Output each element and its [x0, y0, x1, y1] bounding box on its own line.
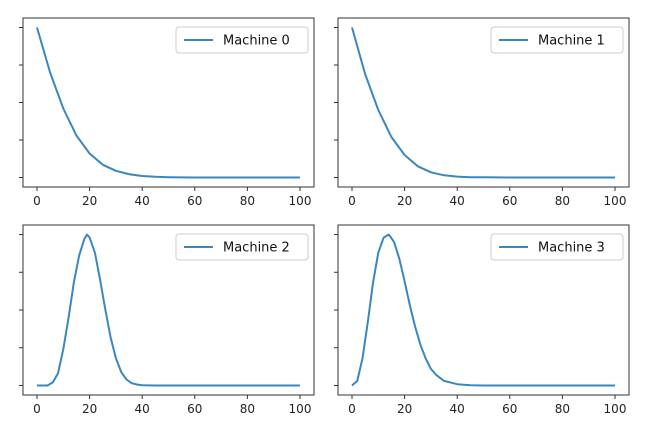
subplot-1: 0 20 40 60 80 100 Machine 1 [334, 17, 630, 208]
subplot-0: 0 20 40 60 80 100 Machine 0 [19, 17, 315, 208]
legend-label: Machine 2 [223, 241, 290, 256]
legend: Machine 0 [175, 26, 309, 54]
x-tick-label: 100 [604, 194, 627, 208]
legend-label: Machine 1 [538, 34, 605, 49]
x-tick-label: 80 [555, 402, 570, 416]
legend-box [175, 233, 309, 261]
legend: Machine 1 [490, 26, 624, 54]
subplot-2: 0 20 40 60 80 100 Machine 2 [19, 224, 315, 416]
x-tick-label: 40 [135, 194, 150, 208]
x-tick-label: 80 [240, 194, 255, 208]
x-tick-label: 20 [397, 194, 412, 208]
series-line-machine-1 [351, 27, 615, 179]
series-line-machine-3 [351, 233, 615, 387]
x-tick-label: 60 [502, 402, 517, 416]
x-tick-label: 100 [289, 402, 312, 416]
legend-label: Machine 3 [538, 241, 605, 256]
legend-box [490, 26, 624, 54]
series-line-machine-2 [37, 233, 300, 387]
x-tick-label: 20 [82, 194, 97, 208]
x-tick-label: 60 [187, 194, 202, 208]
x-tick-label: 20 [397, 402, 412, 416]
series-line-machine-0 [36, 27, 300, 179]
x-tick-label: 40 [450, 194, 465, 208]
legend-box [490, 233, 624, 261]
x-tick-label: 40 [450, 402, 465, 416]
x-tick-label: 0 [348, 402, 356, 416]
legend: Machine 3 [490, 233, 624, 261]
x-tick-label: 0 [33, 402, 41, 416]
x-tick-label: 100 [289, 194, 312, 208]
legend: Machine 2 [175, 233, 309, 261]
legend-label: Machine 0 [223, 34, 290, 49]
x-tick-label: 60 [502, 194, 517, 208]
x-tick-label: 0 [348, 194, 356, 208]
x-tick-label: 40 [135, 402, 150, 416]
x-tick-label: 0 [33, 194, 41, 208]
legend-box [175, 26, 309, 54]
x-tick-label: 80 [240, 402, 255, 416]
x-tick-label: 20 [82, 402, 97, 416]
x-tick-label: 60 [187, 402, 202, 416]
x-tick-label: 100 [604, 402, 627, 416]
x-tick-label: 80 [555, 194, 570, 208]
subplot-3: 0 20 40 60 80 100 Machine 3 [334, 224, 630, 416]
